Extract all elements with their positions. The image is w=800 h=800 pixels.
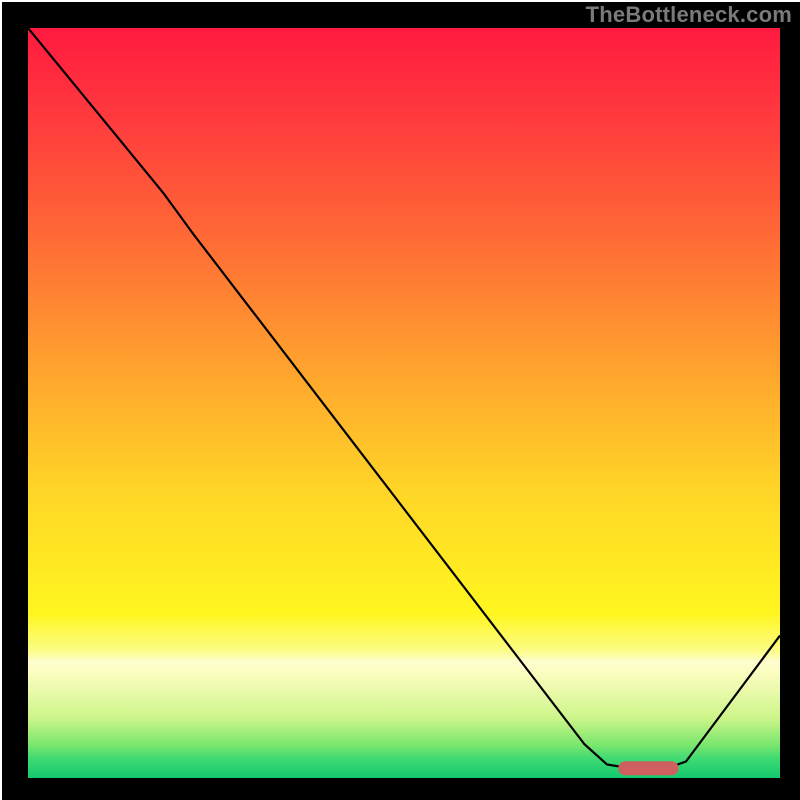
chart-container: TheBottleneck.com — [0, 0, 800, 800]
optimal-range-marker — [618, 761, 678, 775]
gradient-background — [28, 28, 780, 778]
watermark-text: TheBottleneck.com — [586, 2, 792, 28]
bottleneck-chart — [0, 0, 800, 800]
